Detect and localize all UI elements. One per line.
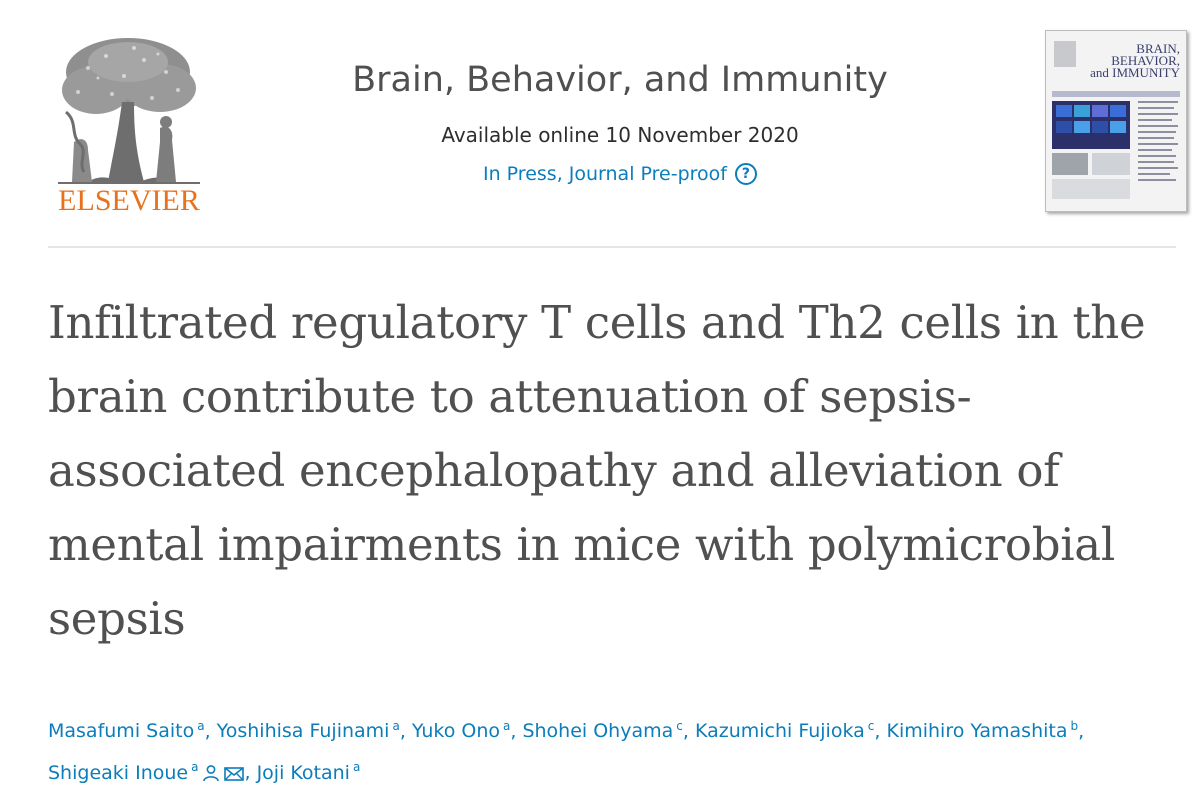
- author-link[interactable]: Yoshihisa Fujinami a: [216, 719, 400, 743]
- affiliation-marker: a: [352, 760, 361, 775]
- cover-title-line: BRAIN,: [1136, 41, 1180, 56]
- author-link[interactable]: Kimihiro Yamashita b: [886, 719, 1079, 743]
- affiliation-marker: c: [867, 719, 875, 733]
- author-name: Kimihiro Yamashita: [886, 720, 1068, 743]
- author-separator: ,: [244, 761, 257, 784]
- affiliation-marker: a: [503, 719, 511, 733]
- elsevier-logo[interactable]: ELSEVIER: [48, 32, 210, 217]
- author-separator: ,: [874, 720, 887, 743]
- elsevier-tree-icon: ELSEVIER: [58, 38, 200, 217]
- affiliation-marker: a: [197, 719, 205, 733]
- cover-title-line: and IMMUNITY: [1090, 65, 1180, 80]
- author-link[interactable]: Joji Kotani a: [256, 760, 361, 784]
- cover-title-line: BEHAVIOR,: [1111, 53, 1180, 68]
- affiliation-marker: a: [191, 760, 199, 775]
- question-circle-icon[interactable]: ?: [734, 163, 757, 185]
- author-name: Kazumichi Fujioka: [694, 720, 865, 743]
- author-link[interactable]: Kazumichi Fujioka c: [694, 719, 875, 743]
- affiliation-marker: a: [392, 719, 400, 733]
- journal-pre-proof-link[interactable]: In Press, Journal Pre-proof: [483, 163, 727, 185]
- author-separator: ,: [510, 720, 523, 743]
- author-name: Yuko Ono: [411, 720, 500, 743]
- mail-icon[interactable]: [224, 766, 245, 782]
- journal-info: Brain, Behavior, and Immunity Available …: [240, 54, 1000, 188]
- article-title: Infiltrated regulatory T cells and Th2 c…: [48, 296, 1146, 645]
- cover-art-icon: [1046, 31, 1186, 211]
- journal-cover-thumbnail[interactable]: BRAIN, BEHAVIOR, and IMMUNITY: [1045, 30, 1187, 212]
- author-name: Joji Kotani: [256, 761, 350, 784]
- author-separator: ,: [204, 720, 217, 743]
- author-separator: ,: [399, 720, 412, 743]
- elsevier-wordmark: ELSEVIER: [58, 184, 200, 214]
- cover-journal-title: BRAIN, BEHAVIOR, and IMMUNITY: [1090, 41, 1180, 80]
- author-link[interactable]: Yuko Ono a: [411, 719, 511, 743]
- author-name: Masafumi Saito: [48, 720, 195, 743]
- author-link[interactable]: Masafumi Saito a: [48, 719, 205, 743]
- affiliation-marker: c: [676, 719, 683, 733]
- journal-title-link[interactable]: Brain, Behavior, and Immunity: [352, 60, 888, 100]
- author-list: Masafumi Saito a, Yoshihisa Fujinami a, Yu…: [48, 708, 1178, 791]
- article-header: ELSEVIER Brain, Behavior, and Immunity A…: [0, 0, 1200, 248]
- author-separator: ,: [682, 720, 695, 743]
- author-link-corresponding[interactable]: Shigeaki Inoue a: [48, 760, 245, 784]
- header-divider: [48, 246, 1176, 248]
- person-icon: [203, 764, 220, 781]
- author-name: Shohei Ohyama: [522, 720, 674, 743]
- affiliation-marker: b: [1070, 719, 1079, 733]
- author-name: Shigeaki Inoue: [48, 761, 189, 784]
- author-link[interactable]: Shohei Ohyama c: [522, 719, 683, 743]
- article-status: In Press, Journal Pre-proof ?: [483, 160, 757, 188]
- author-name: Yoshihisa Fujinami: [216, 720, 390, 743]
- author-separator: ,: [1078, 720, 1085, 743]
- available-online-date: Available online 10 November 2020: [441, 123, 799, 147]
